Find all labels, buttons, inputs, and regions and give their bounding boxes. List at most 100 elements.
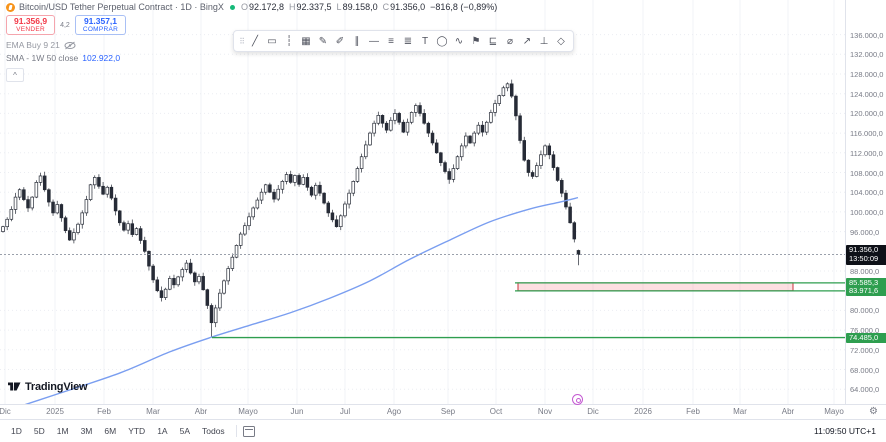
price-tick-label: 72.000,0 (850, 345, 880, 355)
month-label: Mayo (824, 407, 844, 416)
price-range-tool-icon[interactable]: ⊑ (488, 35, 498, 47)
candle-body (147, 250, 151, 267)
candle-body (305, 177, 310, 188)
candle-body (355, 168, 360, 182)
level-price-badge: 83.971,6 (846, 285, 886, 297)
candle-body (522, 140, 526, 161)
timeframe-button-5d[interactable]: 5D (33, 426, 45, 436)
ellipse-tool-icon[interactable]: ◯ (436, 35, 448, 47)
time-axis[interactable]: ⚙ Dic 2025 Feb Mar Abr Mayo Jun Jul Ago Sep Oct Nov… (0, 404, 886, 420)
replay-marker-icon[interactable] (572, 394, 583, 405)
candle-body (339, 215, 343, 228)
price-tick-label: 120.000,0 (850, 109, 884, 119)
fib-retracement-icon[interactable]: ▦ (301, 35, 311, 47)
symbol-title[interactable]: Bitcoin/USD Tether Perpetual Contract · … (19, 2, 224, 12)
timeframe-button-ytd[interactable]: YTD (128, 426, 146, 436)
timeframe-button-5a[interactable]: 5A (179, 426, 190, 436)
arrow-tool-icon[interactable]: ↗ (522, 35, 532, 47)
clock-utc[interactable]: 11:09:50 UTC+1 (814, 426, 876, 436)
price-tick-label: 116.000,0 (850, 129, 883, 139)
axis-settings-gear-icon[interactable]: ⚙ (869, 406, 878, 417)
timeframe-button-todos[interactable]: Todos (202, 426, 225, 436)
candle-body (84, 199, 89, 214)
long-position-tool-icon[interactable]: ⊥ (539, 35, 549, 47)
price-axis[interactable]: 136.000,0 132.000,0 128.000,0 124.000,0 120.… (845, 0, 886, 419)
candle-body (1, 226, 5, 232)
candle-body (272, 191, 276, 200)
price-tick-label: 80.000,0 (850, 306, 880, 316)
candle-body (530, 172, 535, 177)
candle-body (188, 262, 193, 274)
low-value: 89.158,0 (342, 2, 378, 12)
indicator-sma-label[interactable]: SMA - 1W 50 close (6, 53, 79, 64)
candle-body (414, 105, 418, 113)
indicator-ema-label[interactable]: EMA Buy 9 21 (6, 40, 60, 51)
drag-handle-icon[interactable]: ⠿ (239, 36, 245, 46)
eraser-tool-icon[interactable]: ⌀ (506, 35, 514, 47)
timeframe-button-1m[interactable]: 1M (56, 426, 69, 436)
candle-body (92, 177, 97, 186)
sell-button[interactable]: 91.356,9 VENDER (6, 15, 56, 36)
rectangle-tool-icon[interactable]: ▭ (267, 35, 277, 47)
candle-body (401, 121, 406, 133)
timeframe-button-6m[interactable]: 6M (104, 426, 117, 436)
trend-line-icon[interactable]: ╱ (251, 35, 259, 47)
chart-canvas[interactable]: Bitcoin/USD Tether Perpetual Contract · … (0, 0, 845, 405)
flag-tool-icon[interactable]: ⚑ (471, 35, 481, 47)
candle-body (376, 115, 381, 124)
supply-zone-rect[interactable] (517, 282, 794, 292)
candle-body (226, 268, 230, 282)
candle-body (168, 278, 172, 290)
candle-body (109, 186, 114, 199)
parallel-channel-icon[interactable]: ∥ (354, 35, 360, 47)
candle-body (551, 154, 556, 168)
candle-body (397, 113, 401, 123)
timeframe-button-1a[interactable]: 1A (157, 426, 168, 436)
candle-body (151, 265, 155, 281)
sma-line[interactable] (0, 196, 579, 404)
month-label: Feb (686, 407, 700, 416)
vertical-line-tool-icon[interactable]: ┆ (285, 35, 293, 47)
candle-body (480, 124, 485, 133)
marker-pen-tool-icon[interactable]: ✐ (335, 35, 345, 47)
candle-body (364, 144, 368, 158)
shape-tool-icon[interactable]: ◇ (557, 35, 565, 47)
candle-body (42, 175, 47, 191)
candle-body (409, 112, 414, 123)
candle-body (122, 222, 126, 231)
candle-body (197, 276, 201, 283)
candle-body (34, 182, 39, 198)
candle-body (576, 250, 581, 255)
month-label: Mar (146, 407, 160, 416)
candle-body (464, 135, 468, 147)
candle-body (209, 305, 214, 324)
candle-body (314, 184, 318, 196)
brush-tool-icon[interactable]: ✎ (318, 35, 328, 47)
trend-channel-icon[interactable]: ≡ (388, 35, 394, 47)
text-tool-icon[interactable]: T (421, 35, 429, 47)
buy-button[interactable]: 91.357,1 COMPRAR (74, 15, 127, 36)
candle-body (568, 206, 572, 224)
eye-hidden-icon[interactable] (64, 41, 76, 50)
price-tick-label: 112.000,0 (850, 148, 883, 158)
timeframe-button-1d[interactable]: 1D (11, 426, 22, 436)
candle-body (59, 204, 64, 219)
month-label: Oct (489, 407, 503, 416)
candle-body (572, 222, 577, 240)
zigzag-tool-icon[interactable]: ∿ (454, 35, 464, 47)
candle-body (17, 189, 22, 198)
candle-body (405, 121, 410, 133)
month-label: Feb (97, 407, 111, 416)
go-to-date-calendar-icon[interactable] (242, 425, 255, 437)
horizontal-line-tool-icon[interactable]: — (369, 35, 379, 47)
candle-body (251, 207, 255, 218)
vertical-gridlines (4, 0, 835, 404)
candle-body (539, 154, 543, 166)
candle-body (430, 132, 435, 144)
last-price-value: 91.356,0 (849, 245, 879, 255)
legend-collapse-button[interactable]: ^ (6, 68, 24, 83)
timeframe-button-3m[interactable]: 3M (80, 426, 93, 436)
candle-body (72, 232, 76, 241)
tradingview-logo[interactable]: TradingView (8, 380, 88, 393)
flat-channel-icon[interactable]: ≣ (403, 35, 413, 47)
